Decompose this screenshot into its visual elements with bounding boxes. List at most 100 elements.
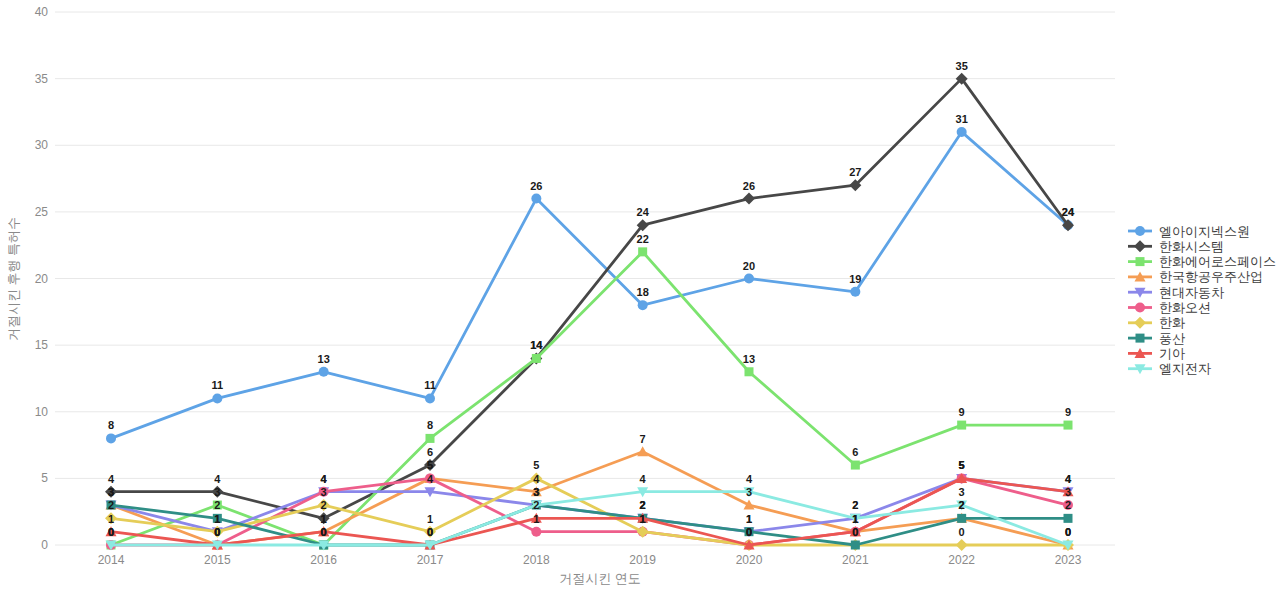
circle-marker [212, 393, 222, 403]
square-marker [957, 421, 966, 430]
x-axis-tick-labels: 2014201520162017201820192020202120222023 [98, 553, 1082, 567]
data-label: 1 [214, 513, 220, 525]
data-label: 0 [108, 526, 114, 538]
data-label: 0 [214, 526, 220, 538]
x-tick-label: 2020 [736, 553, 763, 567]
data-label: 24 [637, 206, 650, 218]
diamond-marker [1134, 240, 1146, 252]
series-1 [105, 73, 1074, 525]
square-marker [1136, 334, 1145, 343]
data-label: 8 [108, 419, 114, 431]
legend-item[interactable]: 엘아이지넥스원 [1128, 224, 1250, 239]
x-tick-label: 2017 [417, 553, 444, 567]
data-label: 0 [321, 526, 327, 538]
data-label: 3 [746, 486, 752, 498]
legend-item[interactable]: 풍산 [1128, 331, 1185, 346]
y-axis-title: 거절시킨 후행 특허수 [6, 217, 21, 341]
legend-item-label: 현대자동차 [1159, 285, 1225, 300]
data-label: 6 [427, 446, 433, 458]
data-label: 4 [214, 473, 221, 485]
circle-marker [638, 300, 648, 310]
diamond-marker [1134, 317, 1146, 329]
data-label: 0 [959, 526, 965, 538]
y-tick-label: 5 [41, 471, 48, 485]
x-tick-label: 2015 [204, 553, 231, 567]
legend-item-label: 기아 [1159, 346, 1185, 361]
data-label: 6 [852, 446, 858, 458]
data-label: 20 [743, 260, 755, 272]
data-label: 7 [640, 433, 646, 445]
data-label: 18 [637, 286, 649, 298]
legend-item[interactable]: 한화에어로스페이스 [1128, 254, 1276, 269]
data-label: 0 [852, 526, 858, 538]
data-label: 2 [852, 499, 858, 511]
data-label: 2 [214, 499, 220, 511]
legend-item[interactable]: 엘지전자 [1128, 361, 1211, 376]
legend-item[interactable]: 한화시스템 [1128, 239, 1224, 254]
diamond-marker [637, 526, 649, 538]
y-tick-label: 30 [35, 138, 49, 152]
square-marker [532, 354, 541, 363]
legend-item[interactable]: 현대자동차 [1128, 285, 1225, 300]
chart-canvas: 0510152025303540 20142015201620172018201… [0, 0, 1280, 600]
data-label: 1 [321, 513, 327, 525]
legend-item-label: 한화시스템 [1159, 239, 1224, 254]
square-marker [1063, 514, 1072, 523]
data-label: 5 [959, 459, 965, 471]
x-tick-label: 2022 [948, 553, 975, 567]
data-label: 1 [640, 513, 646, 525]
data-label: 31 [956, 113, 968, 125]
data-label: 26 [743, 180, 755, 192]
data-label: 4 [640, 473, 647, 485]
data-label: 4 [1065, 473, 1072, 485]
y-tick-label: 20 [35, 272, 49, 286]
legend-item-label: 한국항공우주산업 [1159, 269, 1263, 284]
circle-marker [106, 433, 116, 443]
data-label: 19 [849, 273, 861, 285]
data-label: 5 [427, 459, 433, 471]
square-marker [425, 434, 434, 443]
data-label: 1 [427, 513, 433, 525]
data-label: 2 [108, 499, 114, 511]
data-label: 1 [852, 513, 858, 525]
data-label: 13 [743, 353, 755, 365]
diamond-marker [956, 539, 968, 551]
data-label: 2 [640, 499, 646, 511]
legend-item[interactable]: 한화오션 [1128, 300, 1211, 315]
legend-item[interactable]: 기아 [1128, 346, 1185, 361]
line-chart: 0510152025303540 20142015201620172018201… [0, 0, 1280, 600]
legend-item-label: 엘지전자 [1159, 361, 1211, 376]
data-label: 5 [533, 459, 539, 471]
data-label: 9 [1065, 406, 1071, 418]
data-label: 11 [424, 379, 436, 391]
data-label: 27 [849, 166, 861, 178]
y-axis-tick-labels: 0510152025303540 [35, 5, 49, 552]
data-labels-layer: 8111311261820193124442614242627352403081… [108, 60, 1075, 538]
legend-item-label: 풍산 [1159, 331, 1185, 346]
x-tick-label: 2019 [629, 553, 656, 567]
data-label: 3 [214, 486, 220, 498]
x-axis-title: 거절시킨 연도 [559, 571, 641, 586]
data-label: 0 [427, 526, 433, 538]
diamond-marker [743, 193, 755, 205]
data-label: 0 [746, 526, 752, 538]
legend-item[interactable]: 한화 [1128, 315, 1185, 330]
data-label: 13 [318, 353, 330, 365]
circle-marker [531, 194, 541, 204]
data-label: 4 [321, 473, 328, 485]
data-label: 2 [533, 499, 539, 511]
legend-item-label: 한화오션 [1159, 300, 1211, 315]
gridlines [55, 12, 1115, 545]
square-marker [851, 541, 860, 550]
legend-item[interactable]: 한국항공우주산업 [1128, 269, 1263, 284]
data-label: 26 [530, 180, 542, 192]
circle-marker [850, 287, 860, 297]
x-tick-label: 2021 [842, 553, 869, 567]
data-label: 4 [427, 473, 434, 485]
data-label: 24 [1062, 206, 1075, 218]
data-label: 3 [1065, 486, 1071, 498]
data-label: 3 [533, 486, 539, 498]
square-marker [638, 247, 647, 256]
data-label: 4 [108, 473, 115, 485]
data-label: 4 [746, 473, 753, 485]
